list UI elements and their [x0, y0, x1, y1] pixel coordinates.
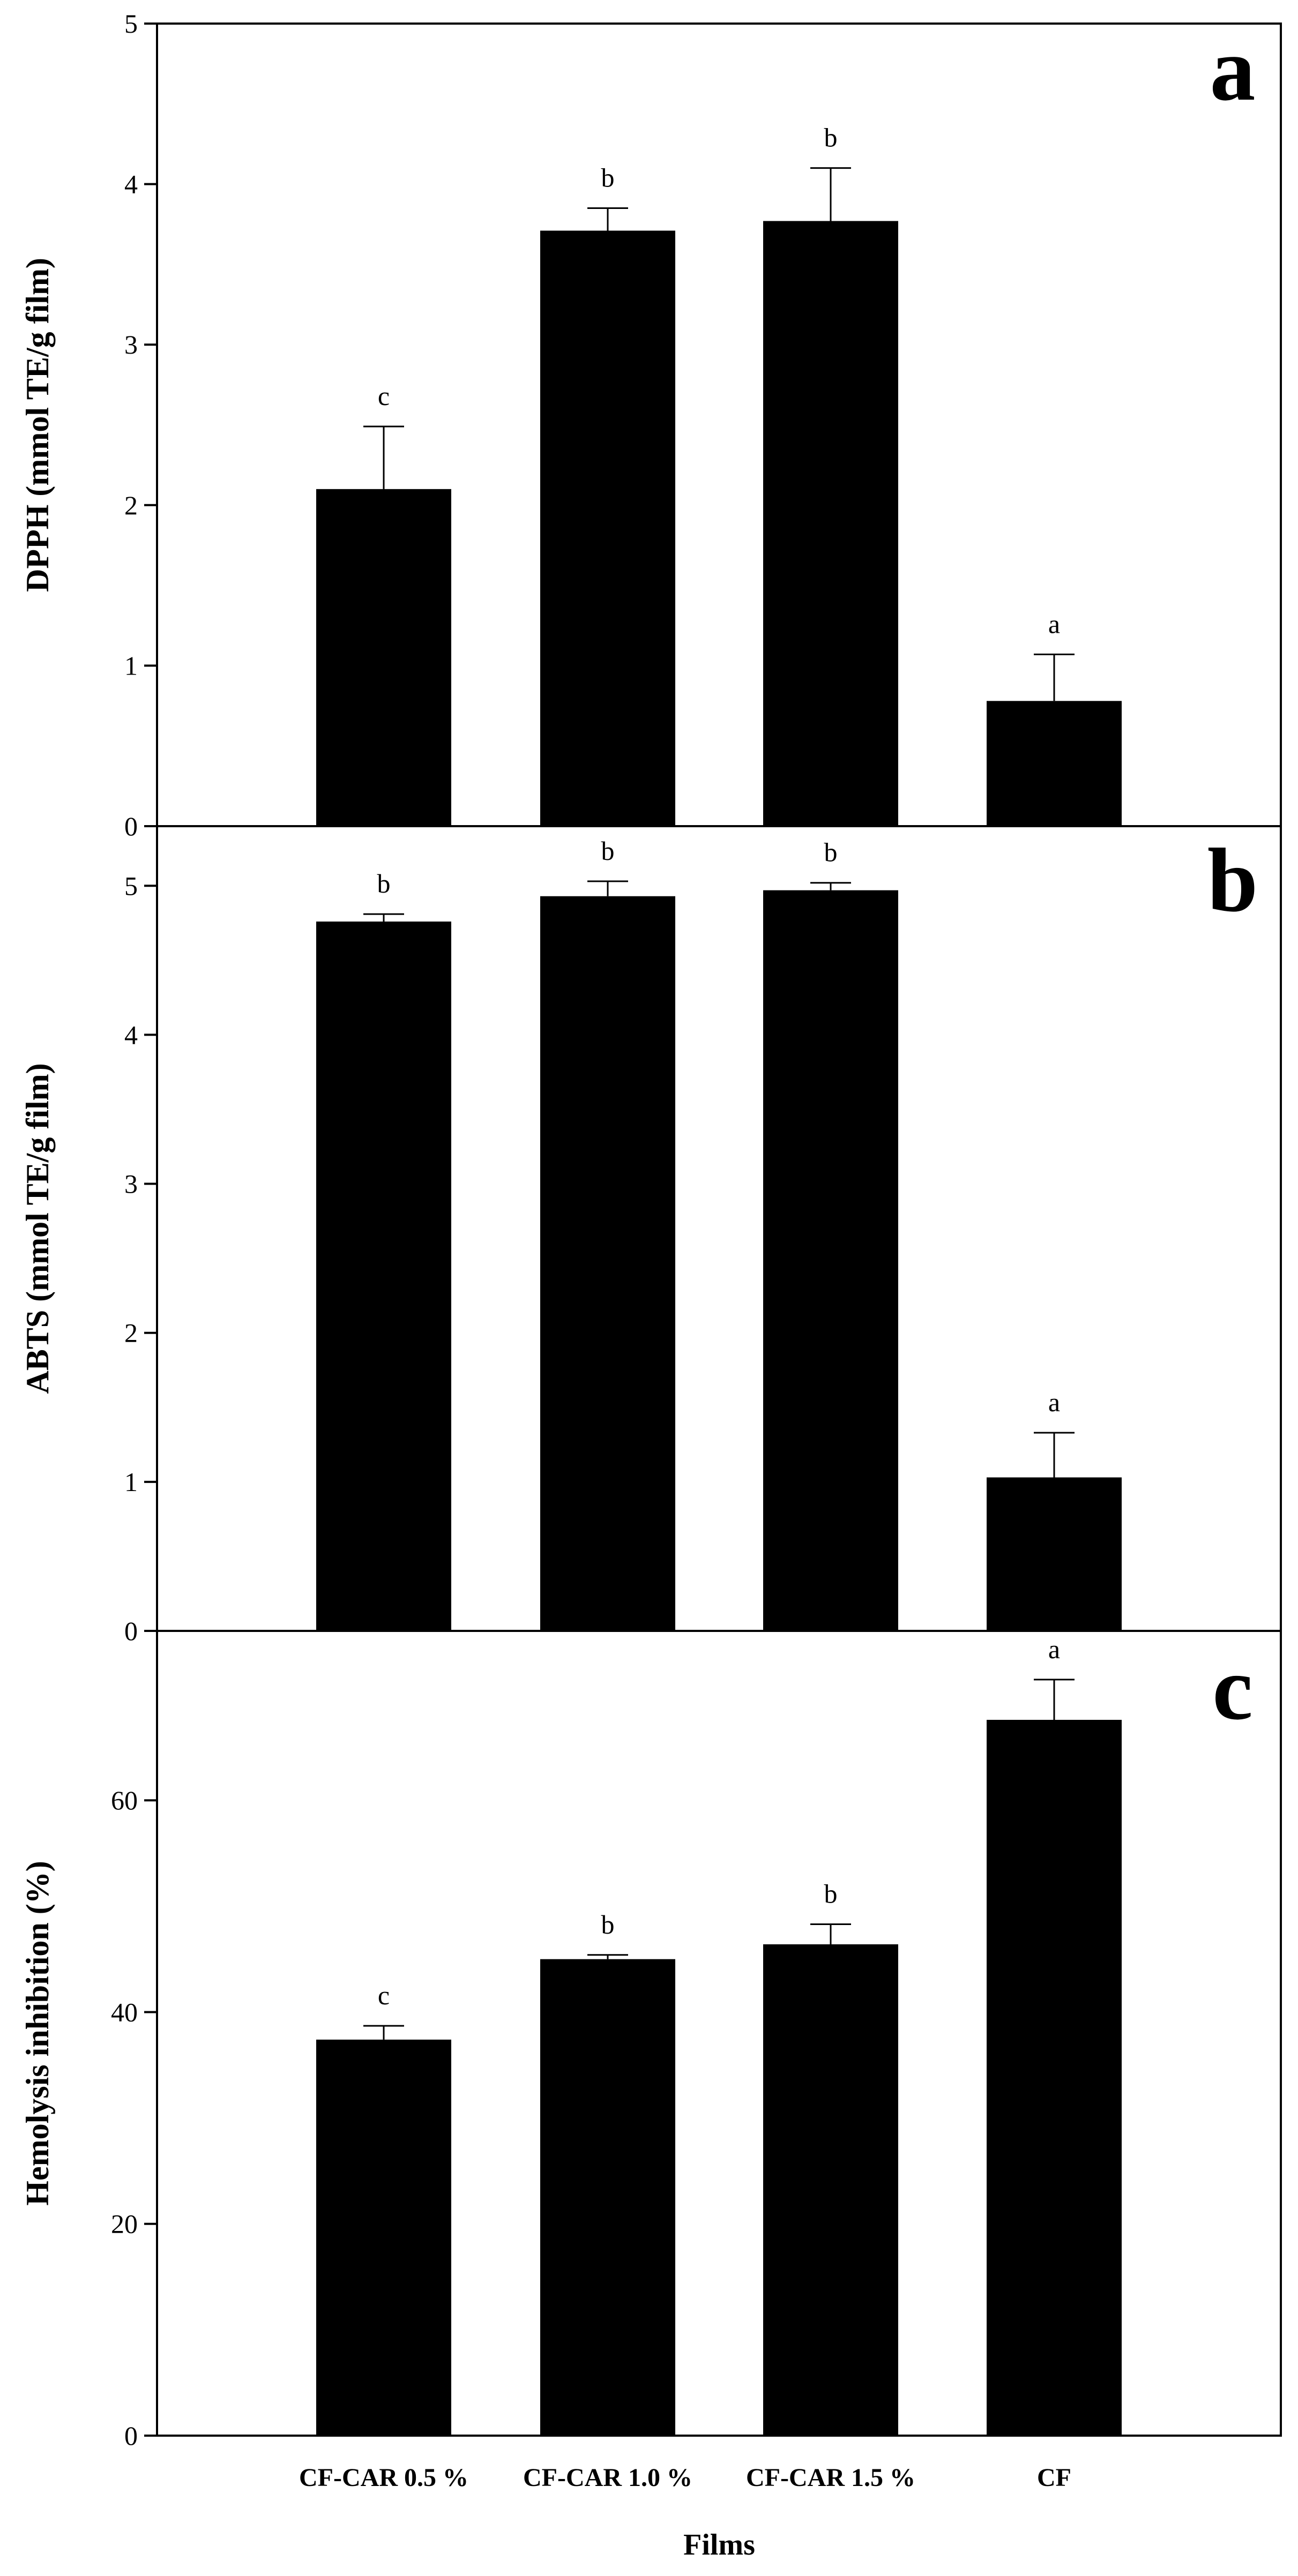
y-tick-label: 1: [124, 1467, 138, 1497]
y-tick-label: 5: [124, 871, 138, 901]
significance-label: b: [601, 1909, 615, 1940]
significance-label: b: [377, 868, 391, 898]
significance-label: a: [1048, 609, 1060, 639]
significance-label: c: [378, 381, 390, 411]
x-tick-label: CF: [1037, 2463, 1071, 2492]
y-tick-label: 1: [124, 650, 138, 680]
bar: [763, 1944, 898, 2436]
y-tick-label: 4: [124, 1020, 138, 1050]
y-tick-label: 2: [124, 490, 138, 520]
y-tick-label: 0: [124, 1616, 138, 1646]
y-tick-label: 60: [111, 1785, 138, 1815]
significance-label: b: [601, 163, 615, 193]
y-tick-label: 0: [124, 811, 138, 841]
y-axis-label: Hemolysis inhibition (%): [20, 1861, 55, 2205]
significance-label: c: [378, 1980, 390, 2010]
significance-label: b: [601, 836, 615, 866]
bar: [987, 701, 1122, 826]
significance-label: b: [824, 123, 838, 153]
panels: 0 1 2 3 4 5 DPPH (mmol TE/g film) a c b b a 0 1 2 3 4 5 AB…: [20, 9, 1282, 2451]
bar: [763, 221, 898, 826]
panel-letter: b: [1207, 830, 1258, 931]
y-axis-label: DPPH (mmol TE/g film): [20, 258, 55, 592]
panel-c: 0 20 40 60 Hemolysis inhibition (%) c c b b a: [20, 1630, 1282, 2451]
y-tick-label: 20: [111, 2209, 138, 2239]
x-tick-label: CF-CAR 1.0 %: [523, 2463, 692, 2492]
x-category-labels: CF-CAR 0.5 % CF-CAR 1.0 % CF-CAR 1.5 % CF: [299, 2463, 1071, 2492]
bar: [540, 1959, 675, 2436]
significance-label: b: [824, 837, 838, 867]
bar: [540, 230, 675, 826]
x-tick-label: CF-CAR 1.5 %: [746, 2463, 915, 2492]
y-axis-label: ABTS (mmol TE/g film): [20, 1063, 55, 1394]
significance-label: a: [1048, 1387, 1060, 1417]
bar: [540, 896, 675, 1631]
bar: [316, 2039, 451, 2436]
plot-frame: [156, 1630, 1282, 2437]
panel-b: 0 1 2 3 4 5 ABTS (mmol TE/g film) b b b b a: [20, 825, 1282, 1646]
bar: [987, 1477, 1122, 1631]
y-tick-label: 3: [124, 1169, 138, 1199]
y-tick-label: 40: [111, 1997, 138, 2027]
bar: [316, 489, 451, 826]
panel-a: 0 1 2 3 4 5 DPPH (mmol TE/g film) a c b b a: [20, 9, 1282, 841]
significance-label: b: [824, 1878, 838, 1908]
bar: [987, 1720, 1122, 2436]
y-tick-label: 5: [124, 9, 138, 39]
y-tick-label: 4: [124, 169, 138, 199]
y-tick-label: 2: [124, 1318, 138, 1348]
significance-label: a: [1048, 1634, 1060, 1664]
x-axis-label: Films: [683, 2528, 755, 2562]
bar: [763, 890, 898, 1631]
y-tick-label: 0: [124, 2421, 138, 2451]
panel-letter: a: [1210, 19, 1256, 119]
y-tick-label: 3: [124, 330, 138, 360]
bar: [316, 922, 451, 1631]
x-tick-label: CF-CAR 0.5 %: [299, 2463, 468, 2492]
panel-letter: c: [1212, 1638, 1252, 1739]
